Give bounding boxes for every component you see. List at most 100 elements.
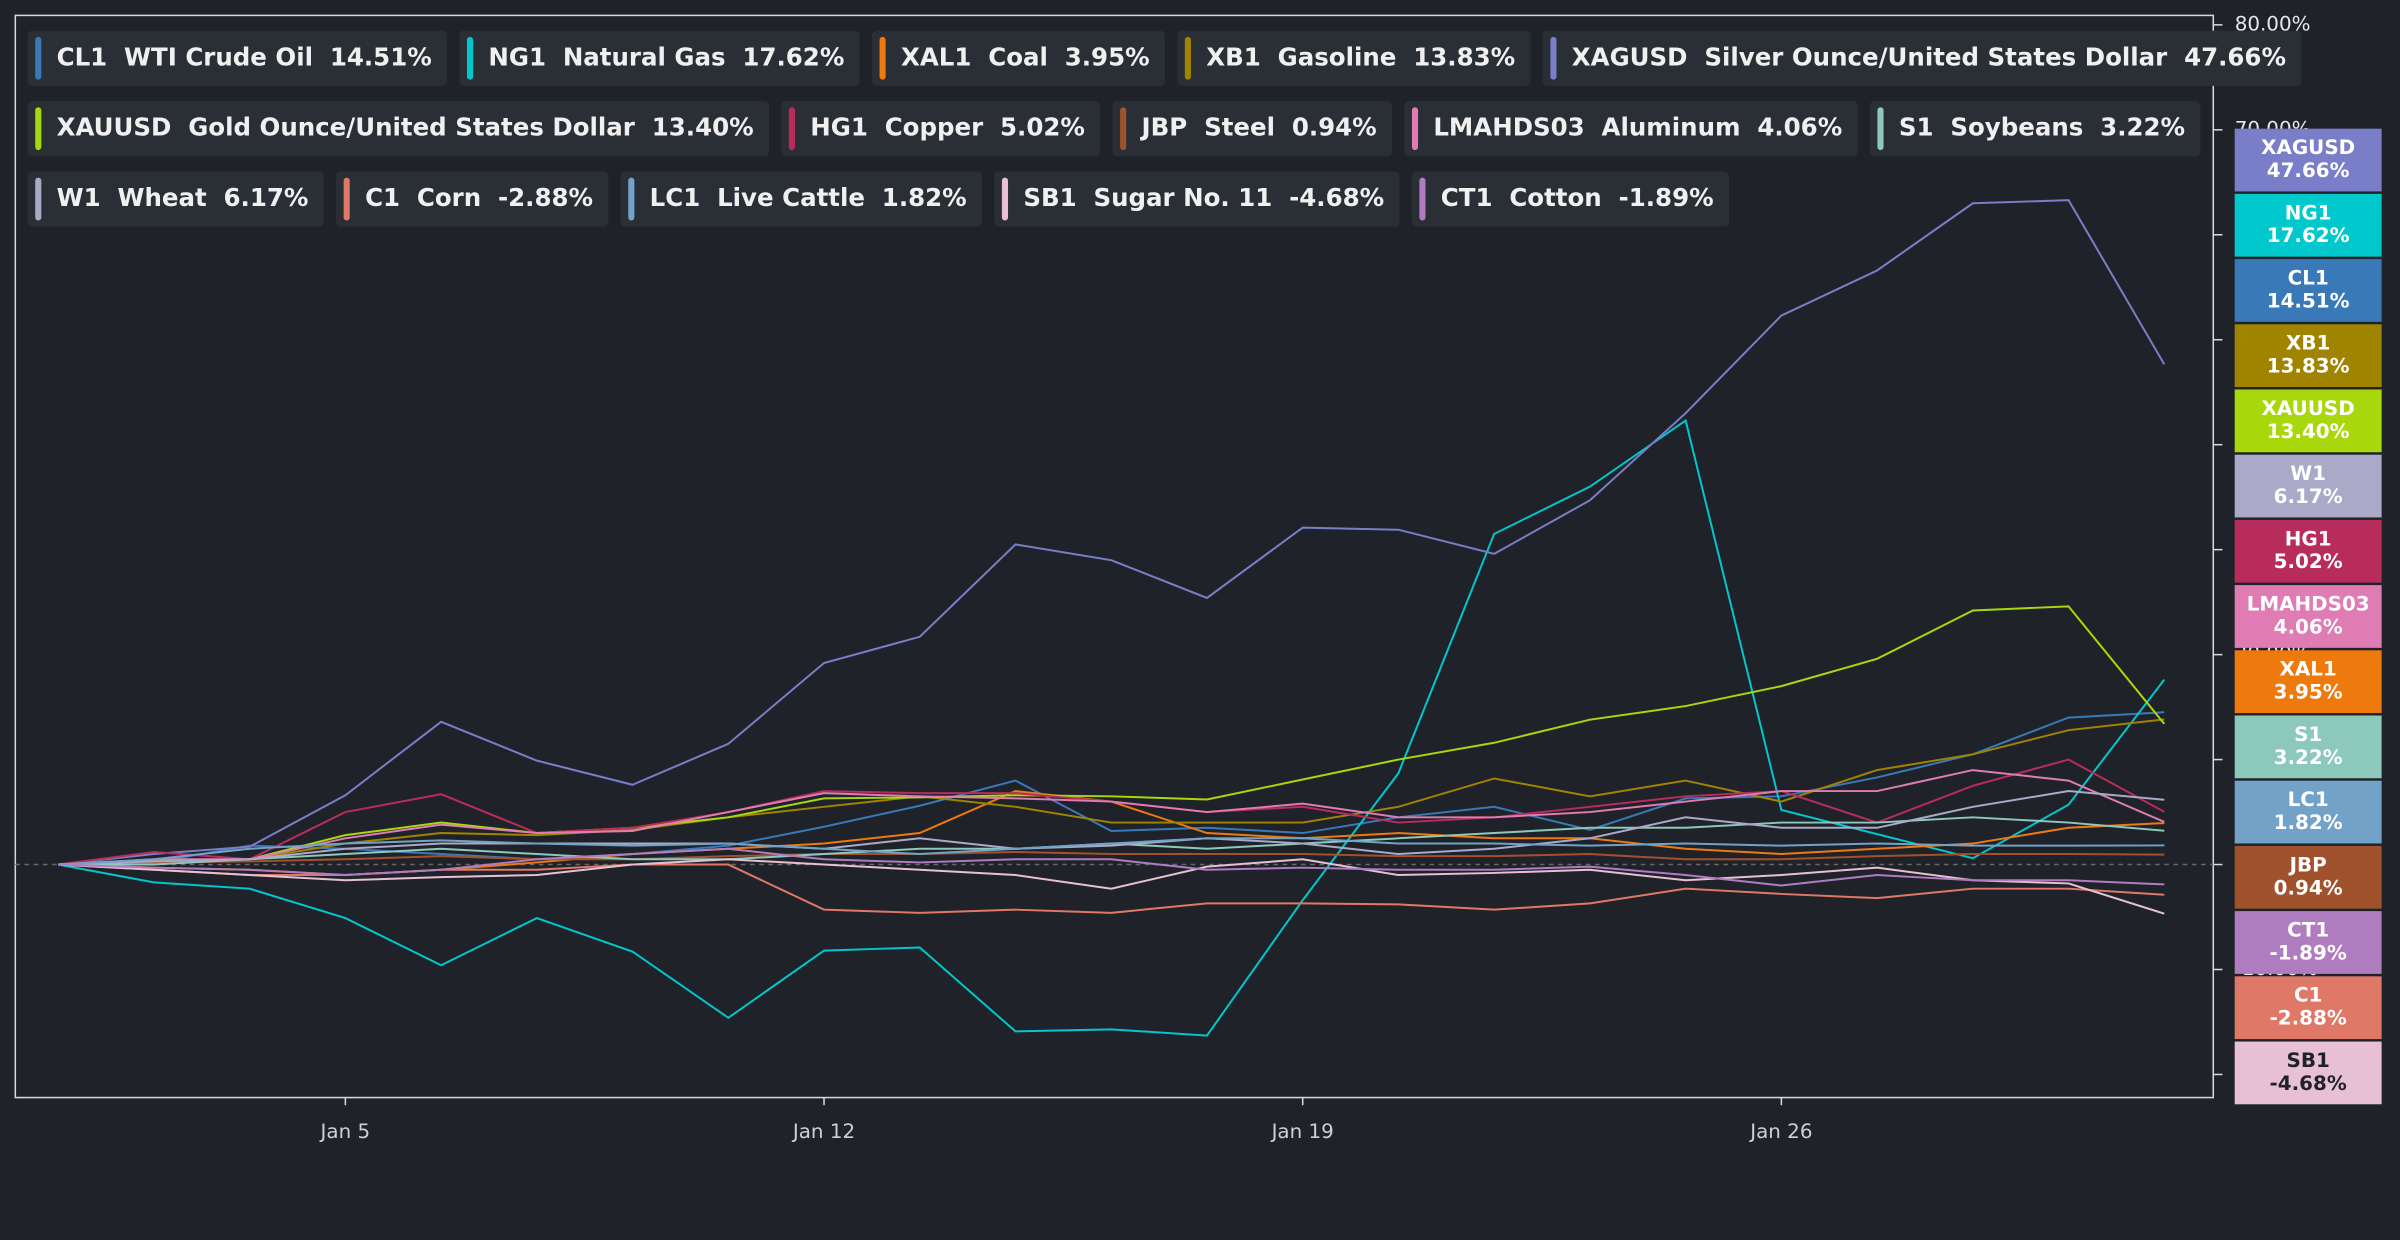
legend-swatch xyxy=(628,177,635,221)
value-badge-name: S1 xyxy=(2294,723,2322,746)
series-line xyxy=(58,837,2165,866)
legend-item-bg xyxy=(27,30,448,86)
value-badge-name: HG1 xyxy=(2285,527,2332,550)
legend-description: Steel xyxy=(1204,113,1275,142)
legend-description: Gold Ounce/United States Dollar xyxy=(188,113,635,142)
legend-item: LMAHDS03 Aluminum 4.06% xyxy=(1404,101,1858,157)
value-badge-bg xyxy=(2234,1041,2382,1105)
legend-swatch xyxy=(1001,177,1009,221)
legend-change: 47.66% xyxy=(2184,42,2286,71)
value-badge-name: SB1 xyxy=(2287,1049,2330,1072)
legend-item: CL1 WTI Crude Oil 14.51% xyxy=(27,30,448,86)
value-badge-name: CL1 xyxy=(2288,266,2329,289)
legend-swatch xyxy=(466,36,474,80)
value-badge-change: 14.51% xyxy=(2267,289,2350,312)
legend-change: 13.40% xyxy=(652,113,754,142)
legend-description: Live Cattle xyxy=(717,183,865,212)
legend-swatch xyxy=(1550,36,1557,80)
value-badge: SB1-4.68% xyxy=(2234,1041,2382,1105)
legend-name: CT1 xyxy=(1441,183,1493,212)
value-badge-bg xyxy=(2234,128,2382,192)
x-tick-label: Jan 12 xyxy=(791,1120,855,1143)
value-badge-bg xyxy=(2234,976,2382,1040)
legend-item: LC1 Live Cattle 1.82% xyxy=(620,171,983,227)
value-badge-name: XAGUSD xyxy=(2261,136,2355,159)
value-badge-change: 3.95% xyxy=(2274,681,2343,704)
legend-swatch xyxy=(1120,107,1127,151)
legend-name: LC1 xyxy=(650,183,701,212)
legend-description: Wheat xyxy=(117,183,207,212)
value-badge-name: LC1 xyxy=(2288,788,2329,811)
legend-change: 4.06% xyxy=(1757,113,1842,142)
legend-description: WTI Crude Oil xyxy=(124,42,313,71)
legend-item-bg xyxy=(1177,30,1531,86)
last-value-badges: XAGUSD47.66%NG117.62%CL114.51%XB113.83%X… xyxy=(2234,128,2382,1105)
legend-name: CL1 xyxy=(57,42,108,71)
legend-swatch xyxy=(1411,107,1419,151)
legend-item-bg xyxy=(335,171,609,227)
x-tick-label: Jan 19 xyxy=(1270,1120,1334,1143)
legend-item-bg xyxy=(994,171,1400,227)
value-badge-change: 3.22% xyxy=(2274,746,2343,769)
value-badge: S13.22% xyxy=(2234,715,2382,779)
legend-name: LMAHDS03 xyxy=(1433,113,1584,142)
legend-change: -4.68% xyxy=(1289,183,1384,212)
value-badge-name: CT1 xyxy=(2287,919,2329,942)
value-badge-bg xyxy=(2234,911,2382,974)
legend-description: Gasoline xyxy=(1278,42,1397,71)
value-badge-change: 1.82% xyxy=(2274,811,2343,834)
legend-swatch xyxy=(35,36,42,80)
legend-item: XB1 Gasoline 13.83% xyxy=(1177,30,1531,86)
legend-description: Cotton xyxy=(1509,183,1601,212)
series-line xyxy=(58,711,2165,866)
legend-name: XAL1 xyxy=(901,42,971,71)
legend-item: NG1 Natural Gas 17.62% xyxy=(459,30,860,86)
legend-description: Aluminum xyxy=(1602,113,1741,142)
value-badge-change: 4.06% xyxy=(2274,615,2343,638)
value-badge-bg xyxy=(2234,845,2382,909)
value-badge-name: W1 xyxy=(2290,462,2326,485)
legend-change: 13.83% xyxy=(1413,42,1515,71)
legend-change: 17.62% xyxy=(742,42,844,71)
series-line xyxy=(58,858,2165,915)
legend: CL1 WTI Crude Oil 14.51% NG1 Natural Gas 17.6… xyxy=(27,30,2302,227)
value-badge-name: C1 xyxy=(2294,984,2322,1007)
x-tick-label: Jan 26 xyxy=(1748,1120,1812,1143)
value-badge-change: 17.62% xyxy=(2267,224,2350,247)
legend-item-bg xyxy=(1542,30,2302,86)
value-badge-change: 5.02% xyxy=(2274,550,2343,573)
legend-item: CT1 Cotton -1.89% xyxy=(1411,171,1729,227)
legend-change: -2.88% xyxy=(498,183,593,212)
legend-change: 3.95% xyxy=(1065,42,1150,71)
plot-frame xyxy=(14,14,2215,1099)
value-badge-bg xyxy=(2234,650,2382,714)
legend-item: C1 Corn -2.88% xyxy=(335,171,609,227)
legend-item-bg xyxy=(620,171,983,227)
legend-swatch xyxy=(35,177,42,221)
value-badge-change: 13.40% xyxy=(2267,420,2350,443)
legend-name: S1 xyxy=(1899,113,1934,142)
series-line xyxy=(58,847,2165,887)
value-badge-name: XB1 xyxy=(2286,332,2330,355)
series-line xyxy=(58,769,2165,866)
legend-description: Silver Ounce/United States Dollar xyxy=(1704,42,2167,71)
legend-change: 14.51% xyxy=(330,42,432,71)
value-badge-bg xyxy=(2234,715,2382,779)
legend-change: 1.82% xyxy=(882,183,967,212)
legend-item: SB1 Sugar No. 11 -4.68% xyxy=(994,171,1400,227)
legend-item: HG1 Copper 5.02% xyxy=(781,101,1101,157)
legend-name: W1 xyxy=(57,183,101,212)
legend-name: SB1 xyxy=(1023,183,1076,212)
legend-name: JBP xyxy=(1140,113,1188,142)
legend-description: Sugar No. 11 xyxy=(1093,183,1272,212)
value-badge-bg xyxy=(2234,324,2382,388)
value-badge-change: 13.83% xyxy=(2267,355,2350,378)
value-badge-bg xyxy=(2234,780,2382,844)
legend-change: 5.02% xyxy=(1000,113,1085,142)
x-tick-label: Jan 5 xyxy=(319,1120,371,1143)
